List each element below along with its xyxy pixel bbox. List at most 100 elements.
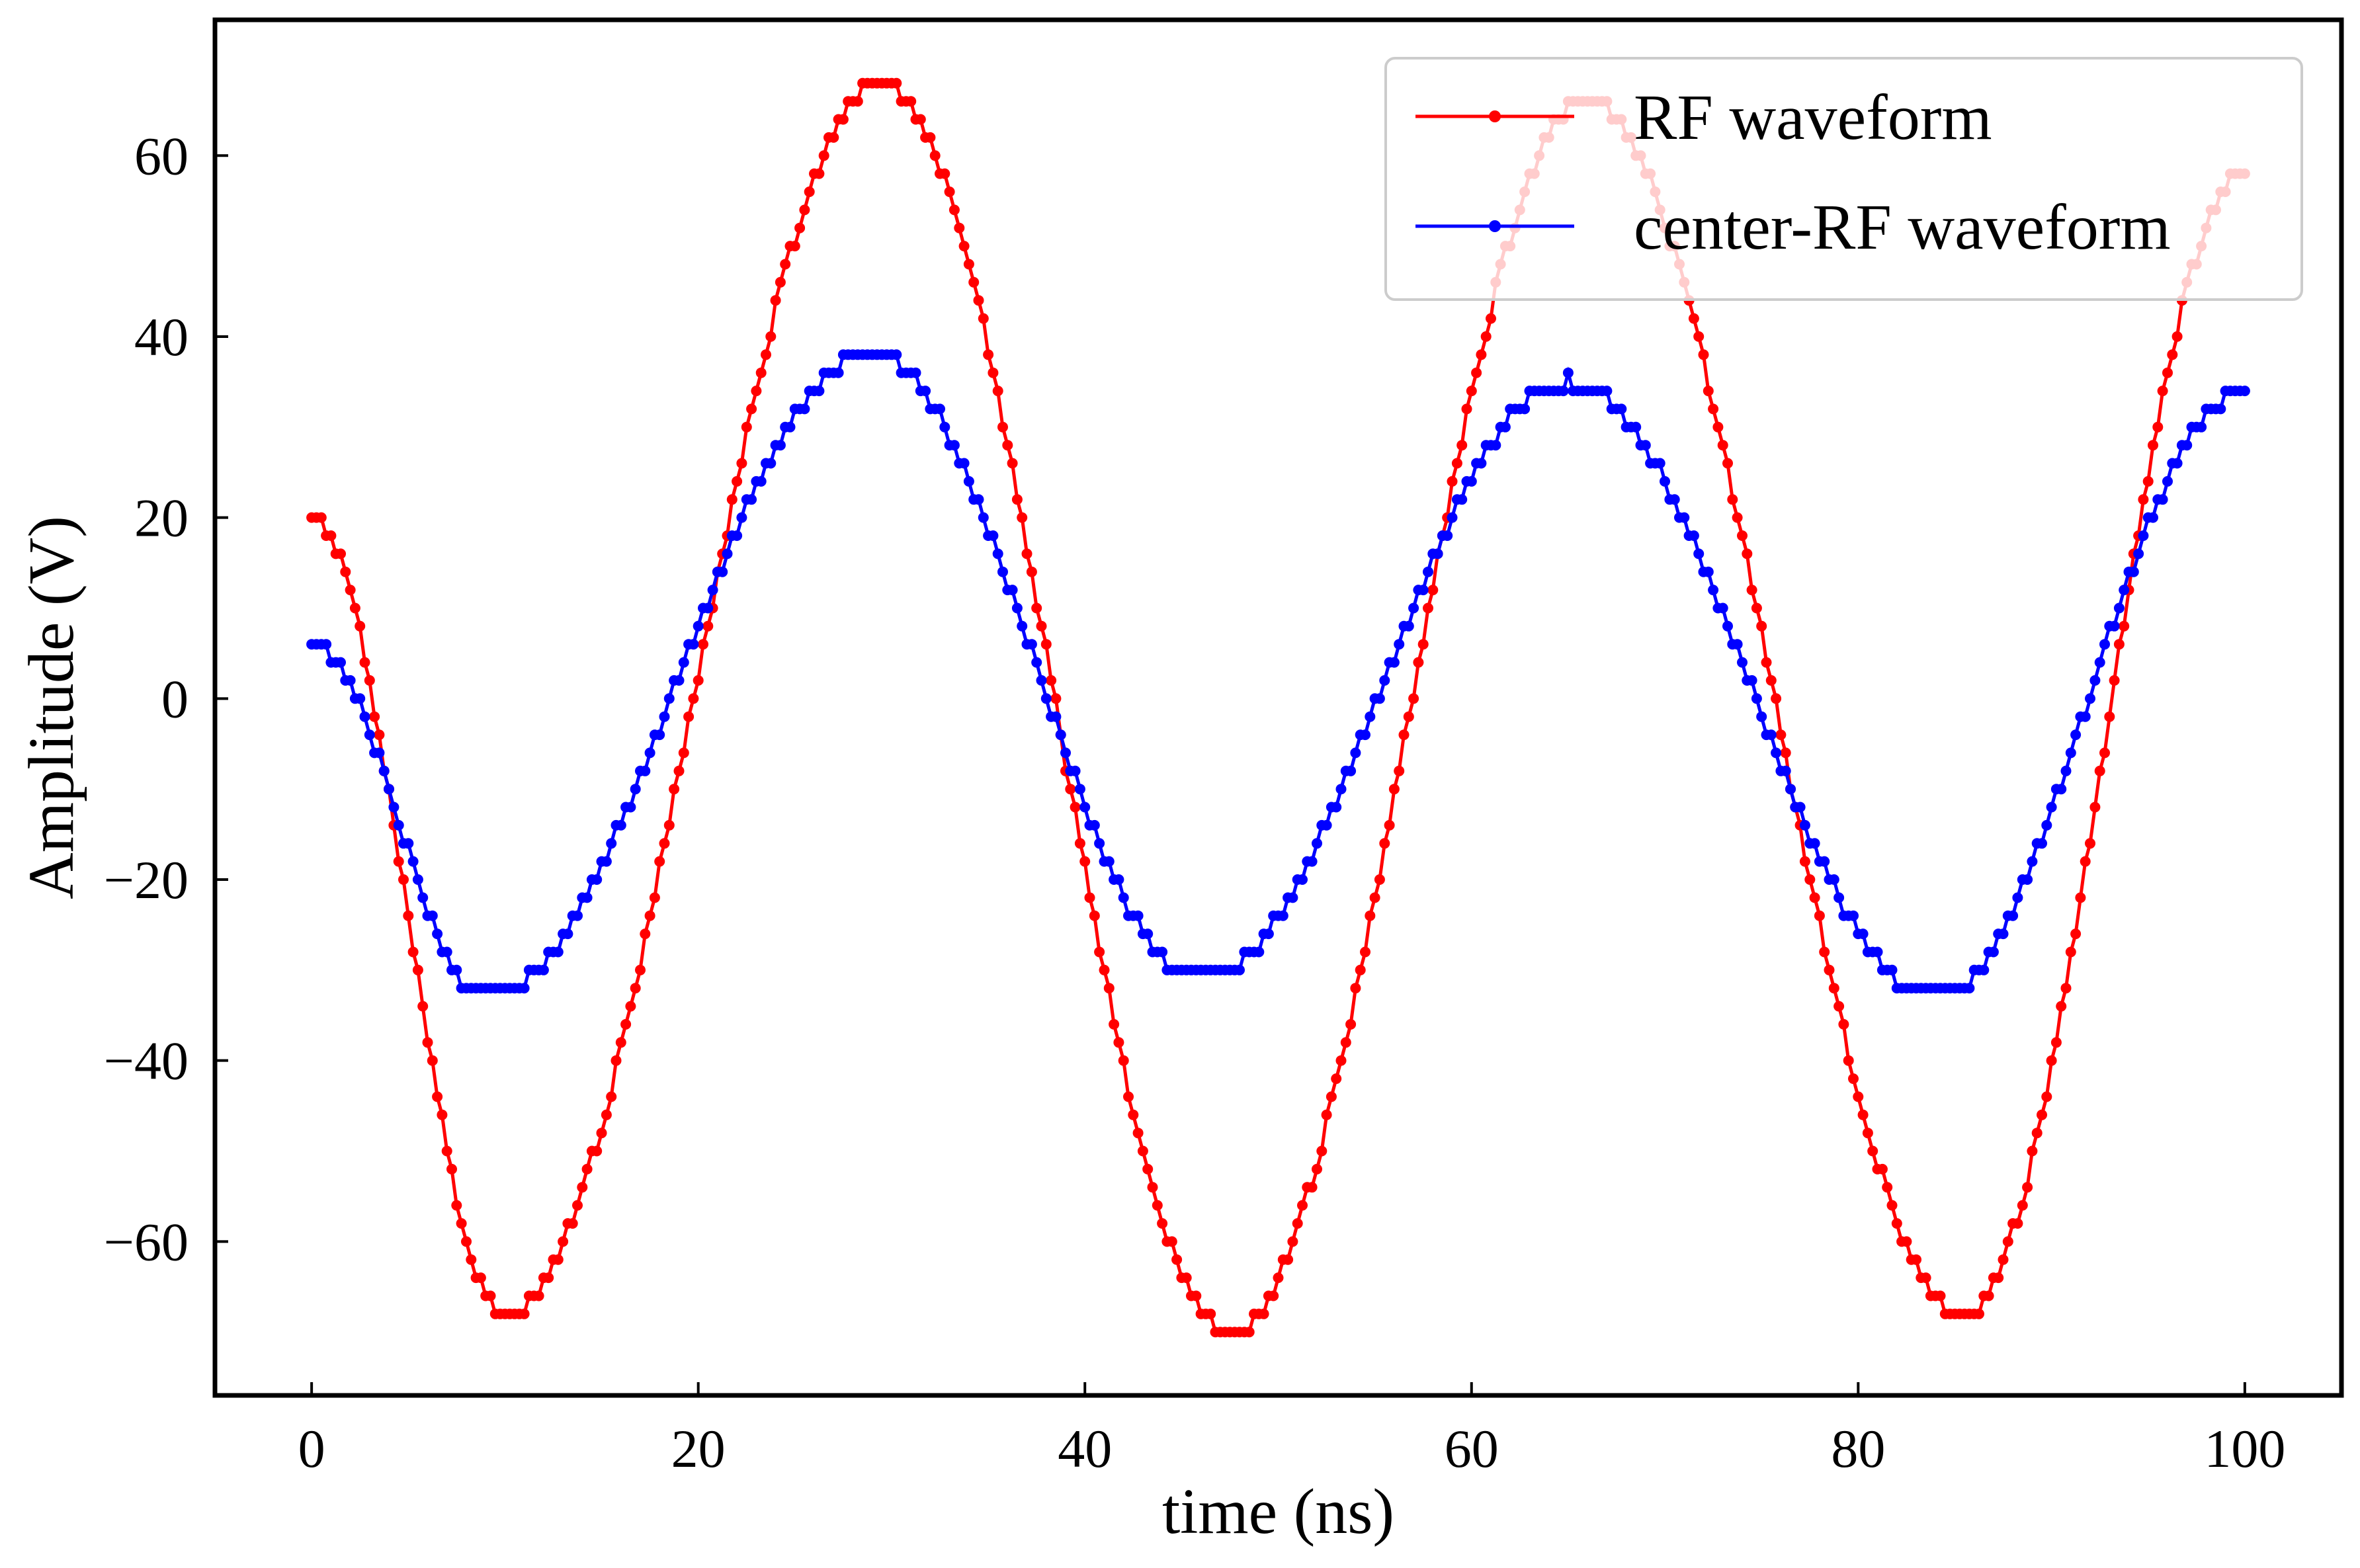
y-tick-label: −20 (104, 850, 189, 910)
data-point (1384, 819, 1395, 831)
data-point (1171, 1254, 1183, 1265)
data-point (1722, 620, 1733, 632)
data-point (1306, 856, 1318, 867)
data-point (746, 494, 757, 505)
data-point (1742, 548, 1753, 559)
data-point (1722, 458, 1733, 469)
data-point (2046, 802, 2057, 813)
data-point (2022, 874, 2033, 885)
data-point (451, 964, 462, 975)
data-point (581, 1163, 593, 1175)
data-point (1079, 802, 1091, 813)
data-point (1688, 313, 1699, 324)
x-tick-label: 60 (1445, 1419, 1499, 1479)
data-point (1998, 928, 2009, 940)
data-point (1157, 1218, 1168, 1229)
data-point (1103, 983, 1115, 994)
data-point (417, 892, 429, 903)
data-point (615, 1037, 626, 1048)
data-point (432, 928, 443, 940)
data-point (591, 1145, 603, 1157)
data-point (1882, 1182, 1893, 1193)
data-point (939, 421, 950, 433)
data-point (1394, 765, 1405, 776)
data-point (359, 711, 370, 722)
x-tick-label: 20 (671, 1419, 726, 1479)
data-point (1403, 711, 1414, 722)
data-point (1360, 946, 1370, 958)
data-point (398, 874, 409, 885)
data-point (702, 602, 714, 614)
data-point (374, 747, 385, 759)
data-point (2157, 386, 2168, 397)
data-point (1471, 367, 1482, 378)
data-point (355, 620, 366, 632)
data-point (2162, 475, 2173, 487)
data-point (1756, 711, 1767, 722)
data-point (1833, 1001, 1845, 1012)
data-point (1297, 1200, 1308, 1211)
data-point (2142, 475, 2154, 487)
data-point (1828, 874, 1839, 885)
ticks-layer: 0 20 40 60 80 100 −60 −40 −20 0 20 40 60 (104, 126, 2286, 1479)
data-point (1040, 639, 1052, 650)
data-point (814, 386, 825, 397)
data-point (412, 964, 423, 975)
data-point (1243, 1327, 1255, 1338)
data-point (2017, 1200, 2028, 1211)
data-point (988, 367, 999, 378)
x-tick-label: 40 (1058, 1419, 1112, 1479)
data-point (1099, 964, 1110, 975)
data-point (1050, 693, 1062, 704)
data-point (1775, 729, 1787, 741)
data-point (1771, 693, 1782, 704)
data-point (359, 657, 370, 668)
data-point (1698, 349, 1709, 360)
plot-frame (212, 17, 2344, 1398)
data-point (1360, 729, 1370, 741)
data-point (1109, 1018, 1120, 1030)
data-point (378, 765, 390, 776)
data-point (1983, 1290, 1994, 1301)
series-2 (306, 349, 2250, 994)
data-point (2080, 711, 2091, 722)
data-point (1853, 1091, 1864, 1102)
data-point (369, 711, 380, 722)
data-point (519, 983, 530, 994)
legend-item: RF waveform (1415, 82, 1992, 153)
data-point (538, 964, 549, 975)
data-point (620, 1018, 632, 1030)
data-point (2119, 620, 2130, 632)
data-point (973, 494, 984, 505)
data-point (983, 349, 994, 360)
data-point (1848, 910, 1859, 921)
data-point (2085, 838, 2095, 849)
x-axis-label: time (ns) (1162, 1476, 1394, 1547)
data-point (688, 693, 699, 704)
data-point (567, 1218, 578, 1229)
data-point (654, 856, 665, 867)
data-point (1819, 946, 1830, 958)
data-point (2027, 1145, 2038, 1157)
data-point (891, 77, 902, 89)
data-point (1833, 892, 1845, 903)
data-point (2113, 602, 2125, 614)
data-point (364, 729, 375, 741)
data-point (958, 241, 970, 252)
data-point (644, 910, 655, 921)
data-point (1732, 512, 1743, 523)
data-point (1466, 475, 1477, 487)
y-tick-label: 0 (161, 669, 189, 729)
data-point (2037, 838, 2047, 849)
data-point (1258, 1308, 1269, 1319)
data-point (1089, 819, 1100, 831)
data-point (673, 675, 685, 686)
data-point (1703, 566, 1714, 577)
data-point (1867, 1145, 1878, 1157)
data-point (1031, 602, 1042, 614)
data-point (663, 693, 675, 704)
y-axis-label: Amplitude (V) (16, 516, 87, 899)
data-point (1036, 620, 1047, 632)
data-point (1321, 1109, 1332, 1120)
data-point (1191, 1290, 1202, 1301)
